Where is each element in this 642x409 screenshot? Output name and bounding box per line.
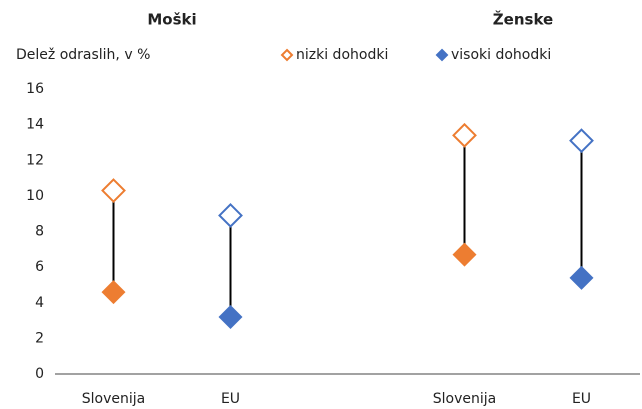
legend-marker — [280, 48, 294, 62]
legend-label: visoki dohodki — [451, 47, 551, 63]
marker — [218, 203, 243, 228]
y-tick-label: 0 — [35, 366, 44, 382]
y-tick-label: 2 — [35, 330, 44, 346]
y-tick-label: 6 — [35, 259, 44, 275]
marker — [569, 265, 594, 290]
marker — [101, 280, 126, 305]
x-tick-label: Slovenija — [82, 391, 145, 407]
group-title: Moški — [147, 11, 196, 29]
marker — [569, 128, 594, 154]
y-tick-label: 12 — [26, 152, 44, 168]
x-tick-label: Slovenija — [433, 391, 496, 407]
marker — [452, 122, 477, 148]
y-tick-label: 4 — [35, 295, 44, 311]
marker — [218, 305, 243, 329]
y-tick-label: 8 — [35, 224, 44, 240]
marker — [101, 178, 126, 203]
x-tick-label: EU — [572, 391, 591, 407]
y-tick-label: 10 — [26, 188, 44, 204]
marker — [452, 242, 477, 267]
legend-marker — [435, 48, 449, 62]
legend-label: nizki dohodki — [296, 47, 388, 63]
y-tick-label: 16 — [26, 81, 44, 97]
group-title: Ženske — [493, 10, 553, 29]
x-tick-label: EU — [221, 391, 240, 407]
y-axis-label: Delež odraslih, v % — [16, 47, 150, 63]
y-tick-label: 14 — [26, 117, 44, 133]
